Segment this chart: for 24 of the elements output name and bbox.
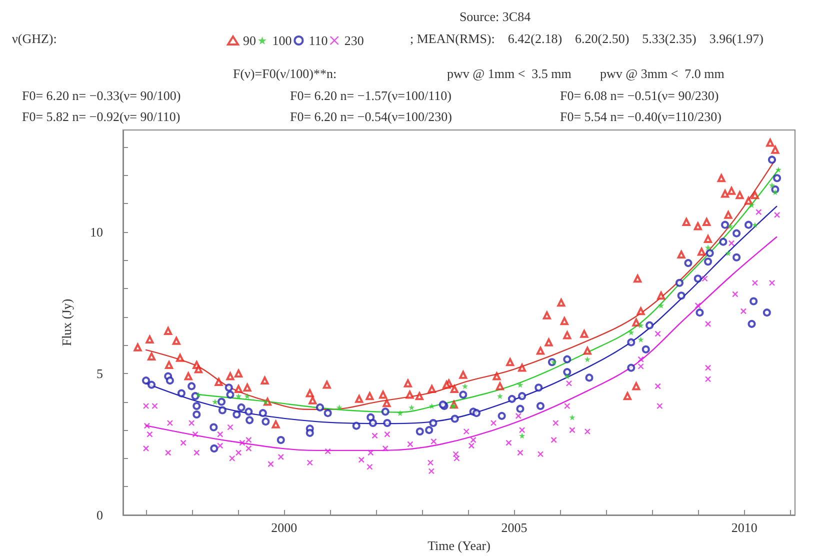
text: F0= 6.20 n= −0.33(ν= 90/100) xyxy=(22,88,181,103)
legend-label: 90 xyxy=(243,33,256,48)
text: F0= 5.54 n= −0.40(ν=110/230) xyxy=(560,109,722,124)
text: F0= 6.20 n= −1.57(ν=100/110) xyxy=(290,88,452,103)
chart-title: Source: 3C84 xyxy=(459,9,532,24)
text: ν(GHZ): xyxy=(12,31,57,46)
legend-label: 230 xyxy=(344,33,364,48)
legend-label: 100 xyxy=(272,33,292,48)
text: F(ν)=F0(ν/100)**n: xyxy=(233,66,337,81)
y-axis-title: Flux (Jy) xyxy=(59,298,74,346)
text: F0= 6.20 n= −0.54(ν=100/230) xyxy=(290,109,452,124)
legend-label: 110 xyxy=(308,33,328,48)
x-tick-label: 2005 xyxy=(501,520,528,535)
x-axis-title: Time (Year) xyxy=(428,538,490,553)
text: ; MEAN(RMS): 6.42(2.18) 6.20(2.50) 5.33(2.35) 3.96(1.97) xyxy=(410,31,764,46)
text: F0= 5.82 n= −0.92(ν= 90/110) xyxy=(22,109,180,124)
x-tick-label: 2010 xyxy=(731,520,758,535)
y-tick-label: 10 xyxy=(90,224,103,240)
text: pwv @ 1mm < 3.5 mm xyxy=(447,66,572,81)
y-tick-label: 5 xyxy=(96,366,103,381)
y-tick-label: 0 xyxy=(96,508,103,522)
x-tick-label: 2000 xyxy=(271,520,298,535)
text: F0= 6.08 n= −0.51(ν= 90/230) xyxy=(560,88,719,103)
text: pwv @ 3mm < 7.0 mm xyxy=(600,66,724,81)
